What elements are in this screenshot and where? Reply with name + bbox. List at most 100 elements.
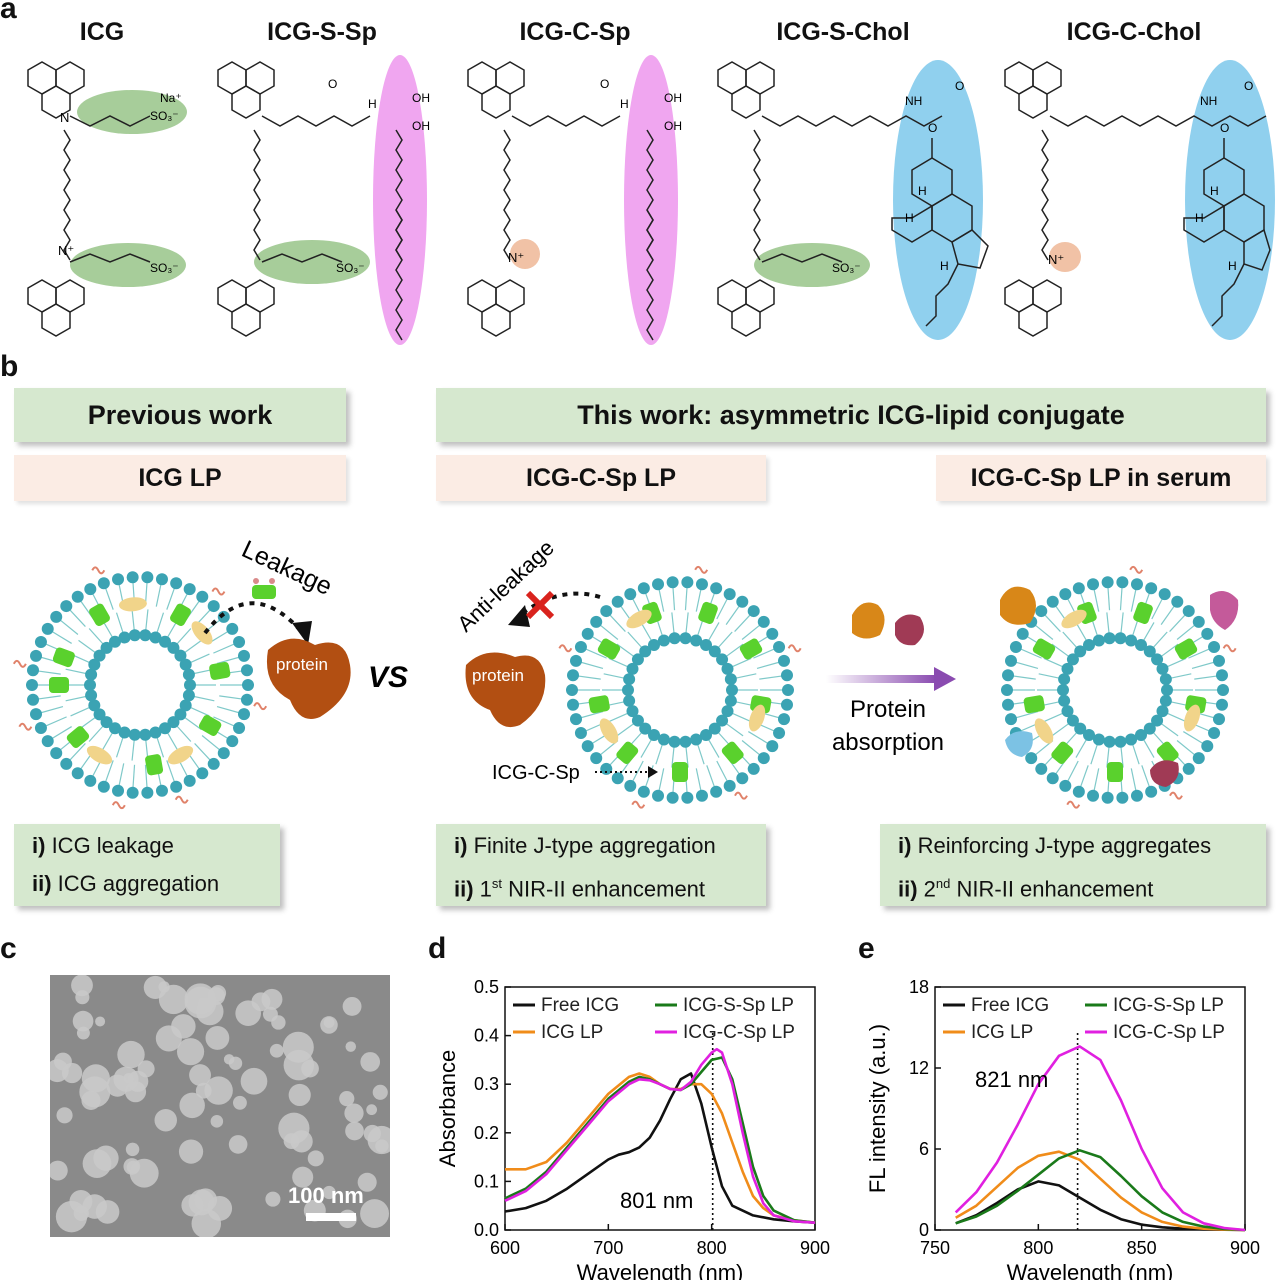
peg-chain (18, 722, 33, 731)
lipid-head (183, 774, 196, 787)
lipid-head (1103, 632, 1116, 645)
lipid-head (1035, 605, 1048, 618)
x-tick-label: 700 (593, 1238, 623, 1258)
series-line-free-icg (504, 1072, 816, 1224)
leaked-icg-icon (252, 578, 276, 599)
lipid-head (1072, 582, 1085, 595)
lipid-head (666, 576, 679, 589)
nanoparticle (269, 1043, 284, 1058)
nanoparticle (95, 1016, 106, 1027)
lipid-head (1046, 595, 1059, 608)
peg-chain (1066, 800, 1081, 809)
lipid-head (217, 747, 230, 760)
lipid-head (126, 786, 139, 799)
summary-line: ii) 1st NIR-II enhancement (454, 865, 766, 903)
x-axis-label: Wavelength (nm) (577, 1260, 744, 1280)
lipid-head (780, 698, 793, 711)
lipid-head (170, 577, 183, 590)
protein-label: protein (276, 655, 328, 674)
nanoparticle (176, 1038, 205, 1066)
lipid-head (710, 785, 723, 798)
molecule-title-icg-s-sp: ICG-S-Sp (267, 18, 377, 46)
nanoparticle (71, 975, 93, 997)
y-axis-label: FL intensity (a.u.) (865, 1024, 890, 1193)
lipid-head (1201, 740, 1214, 753)
nh-label: NH (905, 94, 922, 108)
icg-dye (1156, 741, 1179, 764)
plot-frame (504, 986, 816, 1231)
o-label: O (328, 77, 337, 91)
nanoparticle (123, 1072, 135, 1084)
n-plus-label: N⁺ (1048, 252, 1064, 267)
lipid-head (155, 573, 168, 586)
lipid-head (1035, 762, 1048, 775)
lipid-head (1215, 698, 1228, 711)
lipid-head (1002, 669, 1015, 682)
lipid-head (773, 727, 786, 740)
nanoparticle (189, 1064, 211, 1086)
nanoparticle (117, 1040, 145, 1069)
x-tick-label: 600 (490, 1238, 520, 1258)
lipid-head (88, 699, 101, 712)
nanoparticle (344, 1103, 364, 1123)
lipid-head (590, 615, 603, 628)
nanoparticle (154, 1108, 177, 1132)
cholesterol (86, 745, 113, 765)
nanoparticle (265, 1191, 281, 1207)
cholesterol (1183, 704, 1201, 732)
peg-chain (12, 659, 27, 668)
lipid-head (777, 654, 790, 667)
lipid-head (639, 645, 652, 658)
lipid-head (155, 784, 168, 797)
nanoparticle (322, 1185, 336, 1200)
nanoparticle (223, 1054, 235, 1065)
lipid-head (1156, 662, 1169, 675)
protein-absorption-arrowhead (934, 667, 956, 691)
plot-frame (934, 986, 1246, 1231)
lipid-head (149, 726, 162, 739)
lipid-head (1151, 653, 1164, 666)
lipid-head (657, 634, 670, 647)
nanoparticle (375, 1139, 389, 1153)
nanoparticle (72, 1010, 94, 1032)
lipid-head (1130, 578, 1143, 591)
lipid-head (97, 577, 110, 590)
lipid-head (41, 622, 54, 635)
lipid-head (757, 615, 770, 628)
legend-label: ICG-S-Sp LP (683, 995, 794, 1016)
o-label: O (600, 77, 609, 91)
lipid-head (1212, 713, 1225, 726)
nanoparticle (82, 1149, 112, 1178)
lipid-head (1103, 735, 1116, 748)
lipid-head (179, 658, 192, 671)
tem-micrograph: 100 nm (50, 975, 390, 1237)
lipid-head (723, 588, 736, 601)
y-tick-label: 0.3 (474, 1074, 499, 1094)
adsorbed-protein (1005, 731, 1033, 757)
nanoparticle (320, 1016, 338, 1034)
lipid-head (237, 649, 250, 662)
lipid-head (1083, 729, 1095, 742)
protein-blob: protein (465, 652, 546, 728)
nanoparticle (339, 1091, 355, 1107)
y-tick-label: 0 (919, 1220, 929, 1240)
lipid-head (681, 791, 694, 804)
nanoparticle (288, 1083, 311, 1107)
nanoparticle (76, 1026, 90, 1040)
lipid-head (721, 662, 734, 675)
nanoparticle (228, 1135, 248, 1154)
cholesterol (626, 609, 652, 629)
lipid-head (1001, 684, 1013, 696)
peg-chain (694, 565, 709, 574)
peg-chain (1129, 565, 1144, 574)
summary-text: ICG aggregation (51, 871, 220, 896)
lipid-head (1125, 733, 1138, 746)
lipid-head (112, 573, 125, 586)
lipid-head (777, 713, 790, 726)
cholesterol (599, 718, 619, 744)
lipid-head (1215, 669, 1228, 682)
lipid-head (109, 635, 121, 648)
lipid-head (624, 588, 637, 601)
x-tick-label: 750 (920, 1238, 950, 1258)
legend-label: Free ICG (971, 995, 1049, 1016)
